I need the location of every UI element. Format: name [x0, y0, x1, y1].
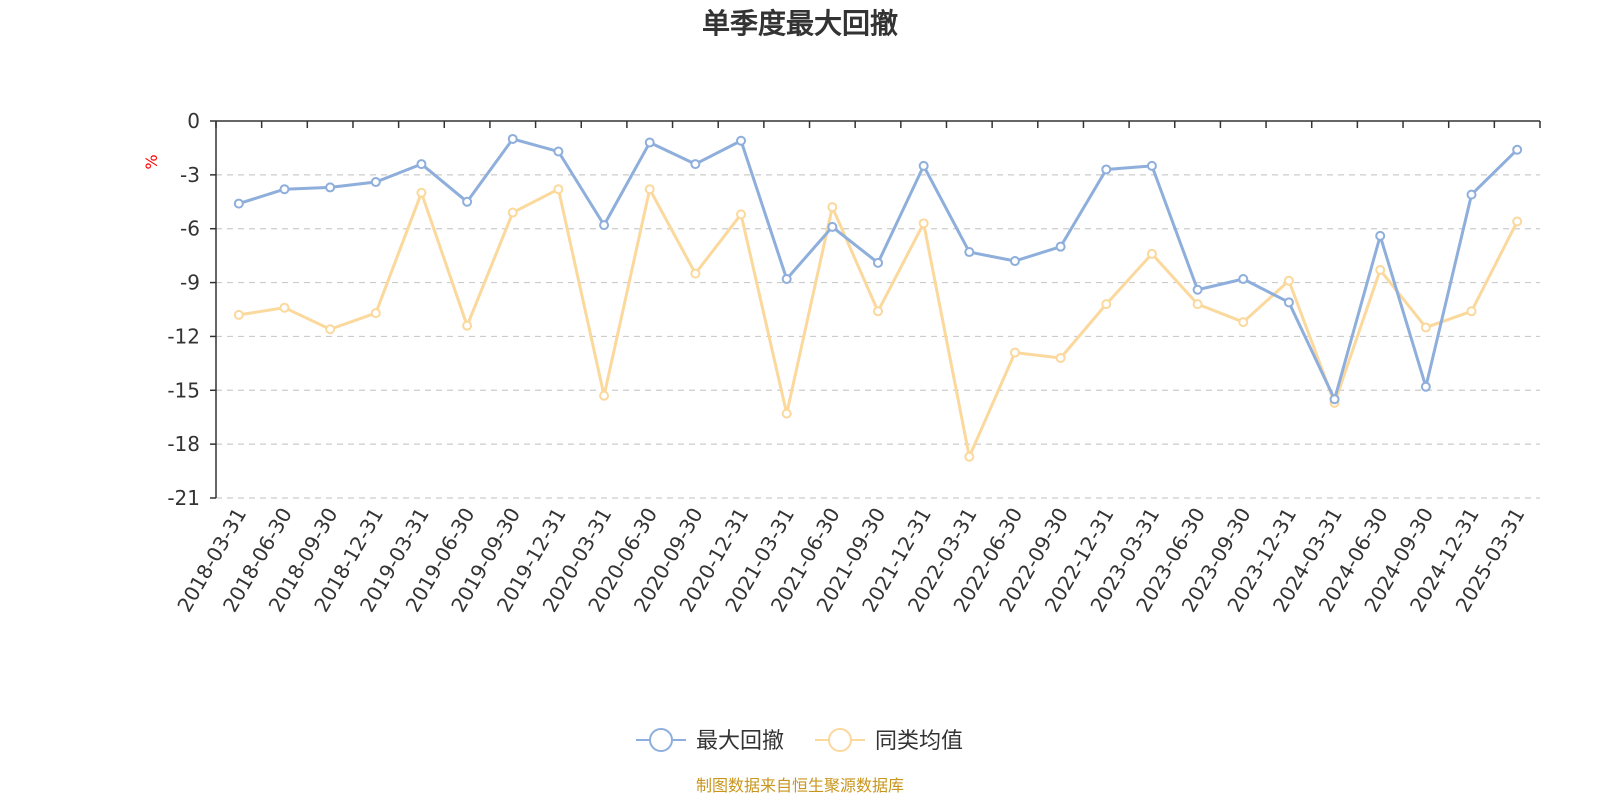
- data-point[interactable]: [599, 390, 610, 401]
- data-point[interactable]: [279, 184, 290, 195]
- data-point[interactable]: [964, 451, 975, 462]
- data-point[interactable]: [1420, 381, 1431, 392]
- data-point[interactable]: [599, 220, 610, 231]
- data-point[interactable]: [416, 159, 427, 170]
- series-max-drawdown: [233, 133, 1523, 405]
- data-point[interactable]: [507, 207, 518, 218]
- data-point[interactable]: [1466, 189, 1477, 200]
- data-point[interactable]: [1466, 306, 1477, 317]
- y-axis-unit-label: %: [142, 154, 161, 169]
- data-point[interactable]: [1009, 347, 1020, 358]
- data-point[interactable]: [1146, 248, 1157, 259]
- data-point[interactable]: [1192, 284, 1203, 295]
- data-point[interactable]: [644, 184, 655, 195]
- data-point[interactable]: [1101, 299, 1112, 310]
- y-tick-label: 0: [187, 109, 200, 133]
- y-tick-label: -15: [167, 378, 200, 402]
- data-point[interactable]: [1055, 241, 1066, 252]
- data-point[interactable]: [462, 320, 473, 331]
- data-point[interactable]: [1420, 322, 1431, 333]
- data-point[interactable]: [1283, 297, 1294, 308]
- data-point[interactable]: [1238, 317, 1249, 328]
- data-point[interactable]: [233, 198, 244, 209]
- y-tick-label: -3: [180, 163, 200, 187]
- legend-item-peer-average[interactable]: 同类均值: [815, 728, 963, 754]
- data-point[interactable]: [736, 135, 747, 146]
- data-point[interactable]: [507, 133, 518, 144]
- data-point[interactable]: [1375, 265, 1386, 276]
- data-point[interactable]: [1375, 230, 1386, 241]
- data-point[interactable]: [690, 268, 701, 279]
- legend-marker: [649, 728, 673, 752]
- y-tick-label: -18: [167, 432, 200, 456]
- chart-title: 单季度最大回撤: [702, 7, 898, 40]
- data-point[interactable]: [1512, 144, 1523, 155]
- data-point[interactable]: [1329, 394, 1340, 405]
- data-point[interactable]: [781, 408, 792, 419]
- y-tick-label: -9: [180, 271, 200, 295]
- data-point[interactable]: [1055, 352, 1066, 363]
- series-peer-average: [233, 184, 1523, 462]
- data-point[interactable]: [1238, 273, 1249, 284]
- data-point[interactable]: [416, 187, 427, 198]
- legend-label: 最大回撤: [696, 729, 784, 754]
- data-point[interactable]: [325, 182, 336, 193]
- data-point[interactable]: [964, 247, 975, 258]
- series-lines: [233, 133, 1523, 462]
- data-point[interactable]: [233, 309, 244, 320]
- data-point[interactable]: [918, 160, 929, 171]
- data-point[interactable]: [462, 196, 473, 207]
- data-point[interactable]: [553, 184, 564, 195]
- data-point[interactable]: [781, 273, 792, 284]
- legend[interactable]: 最大回撤 同类均值: [636, 728, 963, 754]
- data-point[interactable]: [370, 177, 381, 188]
- series-line: [238, 137, 1519, 401]
- data-point[interactable]: [873, 306, 883, 317]
- data-point[interactable]: [1146, 160, 1157, 171]
- source-note: 制图数据来自恒生聚源数据库: [696, 776, 904, 795]
- data-point[interactable]: [827, 202, 838, 213]
- data-point[interactable]: [325, 324, 336, 335]
- data-point[interactable]: [553, 146, 564, 157]
- y-tick-label: -6: [180, 217, 200, 241]
- data-point[interactable]: [736, 209, 747, 220]
- data-point[interactable]: [1283, 275, 1294, 286]
- data-point[interactable]: [873, 257, 883, 268]
- data-point[interactable]: [1512, 216, 1523, 227]
- data-point[interactable]: [1009, 256, 1020, 267]
- data-point[interactable]: [690, 159, 701, 170]
- data-point[interactable]: [1101, 164, 1112, 175]
- y-tick-label: -12: [167, 324, 200, 348]
- data-point[interactable]: [827, 221, 838, 232]
- series-line: [238, 187, 1519, 459]
- data-point[interactable]: [644, 137, 655, 148]
- data-point[interactable]: [918, 218, 929, 229]
- legend-item-max-drawdown[interactable]: 最大回撤: [636, 728, 784, 754]
- legend-label: 同类均值: [875, 729, 963, 754]
- data-point[interactable]: [279, 302, 290, 313]
- data-point[interactable]: [370, 308, 381, 319]
- data-point[interactable]: [1192, 299, 1203, 310]
- legend-marker: [828, 728, 852, 752]
- grid-lines: [216, 174, 1540, 499]
- y-tick-label: -21: [167, 486, 200, 510]
